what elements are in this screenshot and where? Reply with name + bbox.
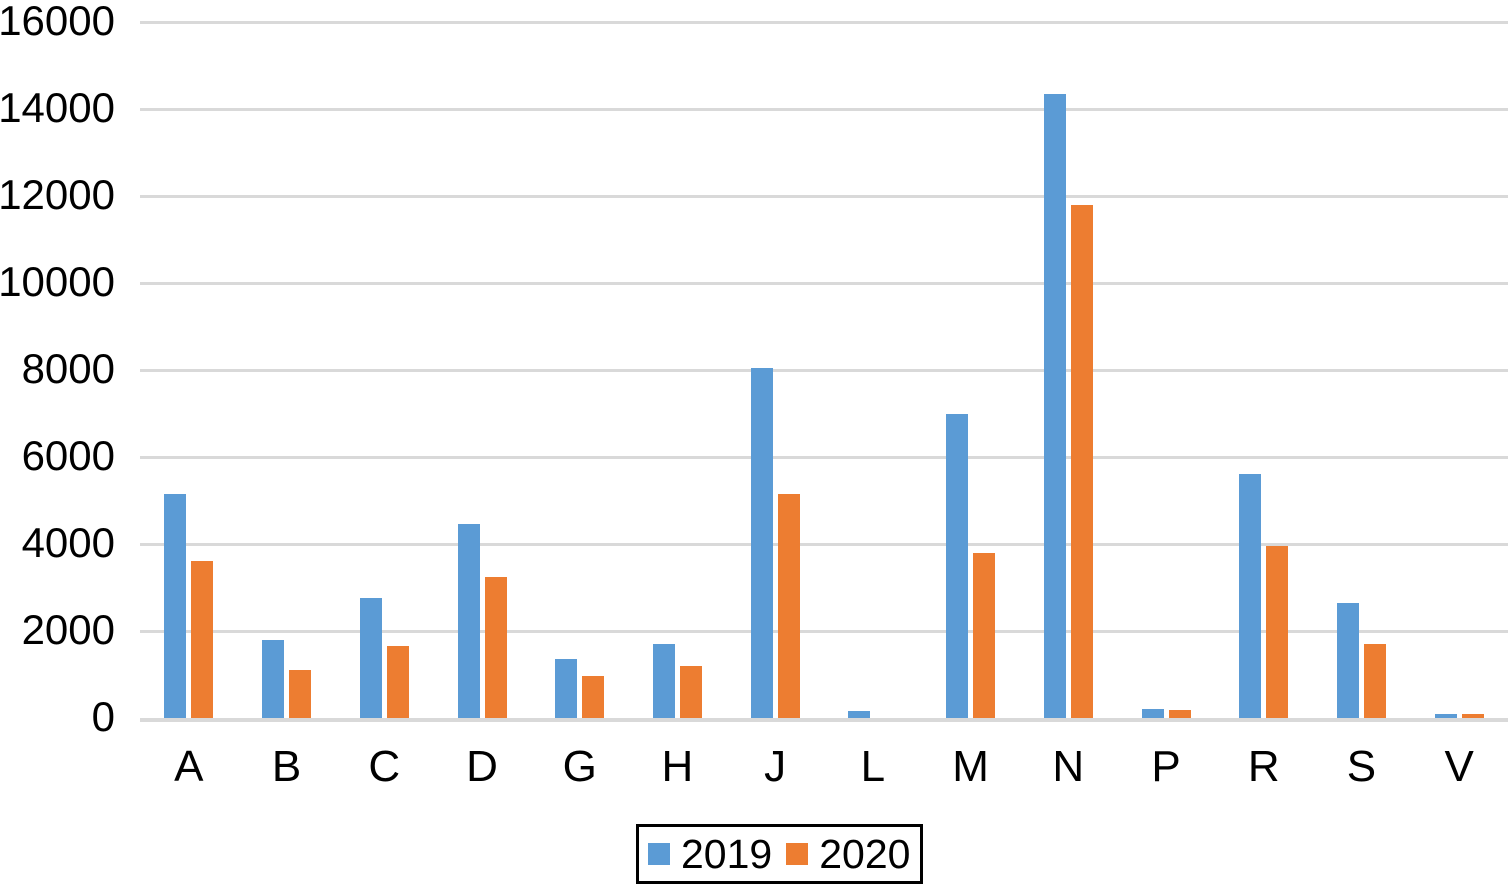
x-tick-label-N: N [1052,742,1085,791]
y-tick-label-0: 0 [91,693,115,741]
gridline-16000 [140,20,1508,24]
gridline-4000 [140,542,1508,546]
bar-2019-V [1434,713,1457,718]
legend-label-2020: 2020 [819,831,911,877]
x-tick-label-D: D [466,742,498,791]
bar-2019-A [164,493,187,718]
x-tick-label-J: J [764,742,787,791]
bar-2019-B [262,639,285,718]
x-tick-label-S: S [1346,742,1377,791]
bar-2020-C [386,646,409,718]
x-tick-label-C: C [368,742,401,791]
bar-2019-C [359,598,382,718]
legend-swatch-2020 [786,843,809,865]
gridline-6000 [140,455,1508,459]
legend-label-2019: 2019 [681,831,773,877]
bar-2019-D [457,524,480,718]
bar-2019-G [555,659,578,718]
gridline-14000 [140,107,1508,111]
y-tick-label-12000: 12000 [0,171,115,219]
gridline-2000 [140,629,1508,633]
y-tick-label-16000: 16000 [0,0,115,45]
bar-2020-R [1266,546,1289,718]
x-tick-label-G: G [562,742,597,791]
x-tick-label-B: B [271,742,302,791]
bar-2020-A [191,561,214,718]
legend: 2019 2020 [636,824,924,884]
bar-2020-S [1363,644,1386,718]
y-tick-label-8000: 8000 [21,345,115,393]
gridline-12000 [140,194,1508,198]
bar-2019-H [652,644,675,718]
x-tick-label-M: M [952,742,989,791]
bar-2019-S [1336,602,1359,718]
bar-2020-H [679,665,702,718]
legend-item-2020: 2020 [786,830,910,878]
y-tick-label-4000: 4000 [21,519,115,567]
bar-2020-P [1168,709,1191,718]
legend-item-2019: 2019 [648,830,772,878]
y-tick-label-2000: 2000 [21,606,115,654]
gridline-8000 [140,368,1508,372]
bar-2020-N [1070,204,1093,718]
bar-2020-V [1461,714,1484,718]
bar-2019-M [946,413,969,718]
bar-2019-N [1043,93,1066,718]
y-tick-label-14000: 14000 [0,84,115,132]
bar-2020-M [973,552,996,718]
bar-2020-G [582,675,605,718]
x-tick-label-A: A [174,742,204,791]
bar-2019-L [848,711,871,718]
bar-2019-J [750,367,773,718]
bar-2020-J [777,493,800,718]
bar-2019-R [1239,474,1262,718]
x-tick-label-H: H [661,742,694,791]
x-axis-line [140,718,1508,722]
bar-2020-B [289,670,312,718]
gridline-10000 [140,281,1508,285]
x-tick-label-V: V [1444,742,1474,791]
x-tick-label-P: P [1151,742,1181,791]
x-tick-label-R: R [1247,742,1280,791]
y-tick-label-10000: 10000 [0,258,115,306]
bar-2020-D [484,576,507,718]
bar-2019-P [1141,709,1164,718]
y-tick-label-6000: 6000 [21,432,115,480]
legend-swatch-2019 [648,843,670,865]
x-tick-label-L: L [860,742,886,791]
